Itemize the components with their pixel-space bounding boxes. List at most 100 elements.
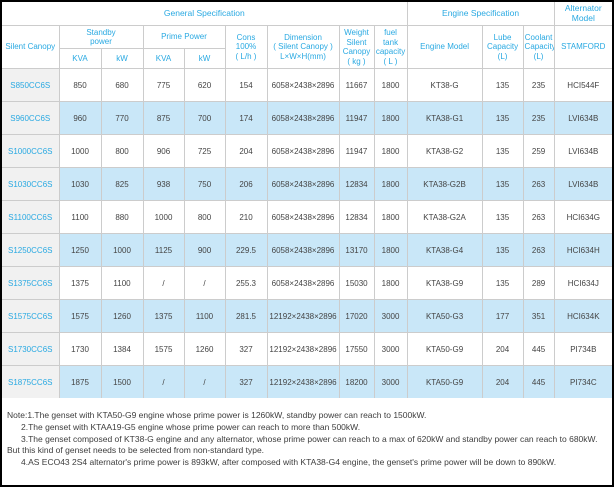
model-cell: S1575CC6S: [2, 299, 60, 333]
value-cell: 1125: [142, 233, 185, 267]
value-cell: 620: [183, 68, 226, 102]
value-cell: 775: [142, 68, 185, 102]
column-header-standby-kva: KVA: [58, 48, 102, 69]
table-row: S960CC6S 960 770 875 700 174 6058×2438×2896 119…: [2, 101, 612, 135]
value-cell: 135: [481, 266, 524, 300]
column-header-dimension: Dimension ( Silent Canopy ) L×W×H(mm): [266, 25, 340, 69]
value-cell: 700: [183, 101, 226, 135]
value-cell: 1575: [58, 299, 102, 333]
value-cell: 204: [224, 134, 268, 168]
column-header-prime-kva: KVA: [142, 48, 185, 69]
spec-table-body: S850CC6S 850 680 775 620 154 6058×2438×2896 116…: [2, 68, 612, 399]
value-cell: /: [183, 266, 226, 300]
value-cell: /: [142, 365, 185, 399]
model-cell: S1100CC6S: [2, 200, 60, 234]
value-cell: KTA50-G9: [406, 332, 483, 366]
value-cell: KTA50-G3: [406, 299, 483, 333]
value-cell: 11667: [338, 68, 375, 102]
value-cell: KTA50-G9: [406, 365, 483, 399]
value-cell: 725: [183, 134, 226, 168]
value-cell: 177: [481, 299, 524, 333]
value-cell: 1575: [142, 332, 185, 366]
value-cell: 6058×2438×2896: [266, 134, 340, 168]
value-cell: 327: [224, 332, 268, 366]
value-cell: 825: [100, 167, 144, 201]
model-cell: S1730CC6S: [2, 332, 60, 366]
value-cell: 770: [100, 101, 144, 135]
model-cell: S850CC6S: [2, 68, 60, 102]
value-cell: 680: [100, 68, 144, 102]
model-cell: S960CC6S: [2, 101, 60, 135]
value-cell: 259: [522, 134, 555, 168]
value-cell: 327: [224, 365, 268, 399]
value-cell: 1000: [142, 200, 185, 234]
value-cell: /: [183, 365, 226, 399]
value-cell: 1800: [373, 233, 408, 267]
value-cell: KTA38-G4: [406, 233, 483, 267]
value-cell: 1384: [100, 332, 144, 366]
engine-specification-header: Engine Specification: [406, 2, 555, 26]
value-cell: 6058×2438×2896: [266, 200, 340, 234]
column-header-silent-canopy: Silent Canopy: [2, 25, 60, 69]
value-cell: 880: [100, 200, 144, 234]
model-cell: S1000CC6S: [2, 134, 60, 168]
value-cell: LVI634B: [553, 101, 612, 135]
value-cell: 3000: [373, 299, 408, 333]
value-cell: HCI634G: [553, 200, 612, 234]
value-cell: 12192×2438×2896: [266, 299, 340, 333]
value-cell: 235: [522, 101, 555, 135]
value-cell: 135: [481, 233, 524, 267]
value-cell: KT38-G: [406, 68, 483, 102]
value-cell: 135: [481, 200, 524, 234]
value-cell: 255.3: [224, 266, 268, 300]
value-cell: PI734B: [553, 332, 612, 366]
column-group-header-row: Silent Canopy Standby power Prime Power …: [2, 25, 612, 69]
value-cell: 204: [481, 365, 524, 399]
value-cell: 1800: [373, 266, 408, 300]
value-cell: 938: [142, 167, 185, 201]
value-cell: 1260: [100, 299, 144, 333]
value-cell: 1800: [373, 134, 408, 168]
value-cell: 13170: [338, 233, 375, 267]
value-cell: 1500: [100, 365, 144, 399]
value-cell: 351: [522, 299, 555, 333]
value-cell: 281.5: [224, 299, 268, 333]
value-cell: 6058×2438×2896: [266, 233, 340, 267]
value-cell: 1000: [58, 134, 102, 168]
value-cell: HCI634H: [553, 233, 612, 267]
notes: Note:1.The genset with KTA50-G9 engine w…: [2, 410, 612, 469]
table-row: S1000CC6S 1000 800 906 725 204 6058×2438×2896 1…: [2, 134, 612, 168]
value-cell: 18200: [338, 365, 375, 399]
value-cell: 960: [58, 101, 102, 135]
value-cell: 445: [522, 332, 555, 366]
value-cell: 6058×2438×2896: [266, 266, 340, 300]
column-header-engine-model: Engine Model: [406, 25, 483, 69]
column-header-standby-power: Standby power: [58, 25, 144, 49]
table-row: S850CC6S 850 680 775 620 154 6058×2438×2896 116…: [2, 68, 612, 102]
column-header-coolant-capacity: Coolant Capacity (L): [522, 25, 555, 69]
column-header-prime-power: Prime Power: [142, 25, 226, 49]
value-cell: HCI544F: [553, 68, 612, 102]
value-cell: PI734C: [553, 365, 612, 399]
spec-table: General Specification Engine Specificati…: [2, 2, 612, 399]
value-cell: 263: [522, 167, 555, 201]
value-cell: 900: [183, 233, 226, 267]
value-cell: 800: [183, 200, 226, 234]
value-cell: 6058×2438×2896: [266, 68, 340, 102]
value-cell: 17550: [338, 332, 375, 366]
column-header-prime-kw: kW: [183, 48, 226, 69]
value-cell: 206: [224, 167, 268, 201]
model-cell: S1250CC6S: [2, 233, 60, 267]
note-line: Note:1.The genset with KTA50-G9 engine w…: [7, 410, 427, 420]
value-cell: 229.5: [224, 233, 268, 267]
table-row: S1875CC6S 1875 1500//327 12192×2438×2896 182…: [2, 365, 612, 399]
model-cell: S1875CC6S: [2, 365, 60, 399]
column-header-standby-kw: kW: [100, 48, 144, 69]
table-row: S1250CC6S 1250 1000 1125 900 229.5 6058×2438×2…: [2, 233, 612, 267]
value-cell: 135: [481, 134, 524, 168]
value-cell: 800: [100, 134, 144, 168]
value-cell: KTA38-G2: [406, 134, 483, 168]
column-header-cons: Cons 100% ( L/h ): [224, 25, 268, 69]
table-row: S1730CC6S 1730 1384 1575 1260 327 12192×2438×2…: [2, 332, 612, 366]
